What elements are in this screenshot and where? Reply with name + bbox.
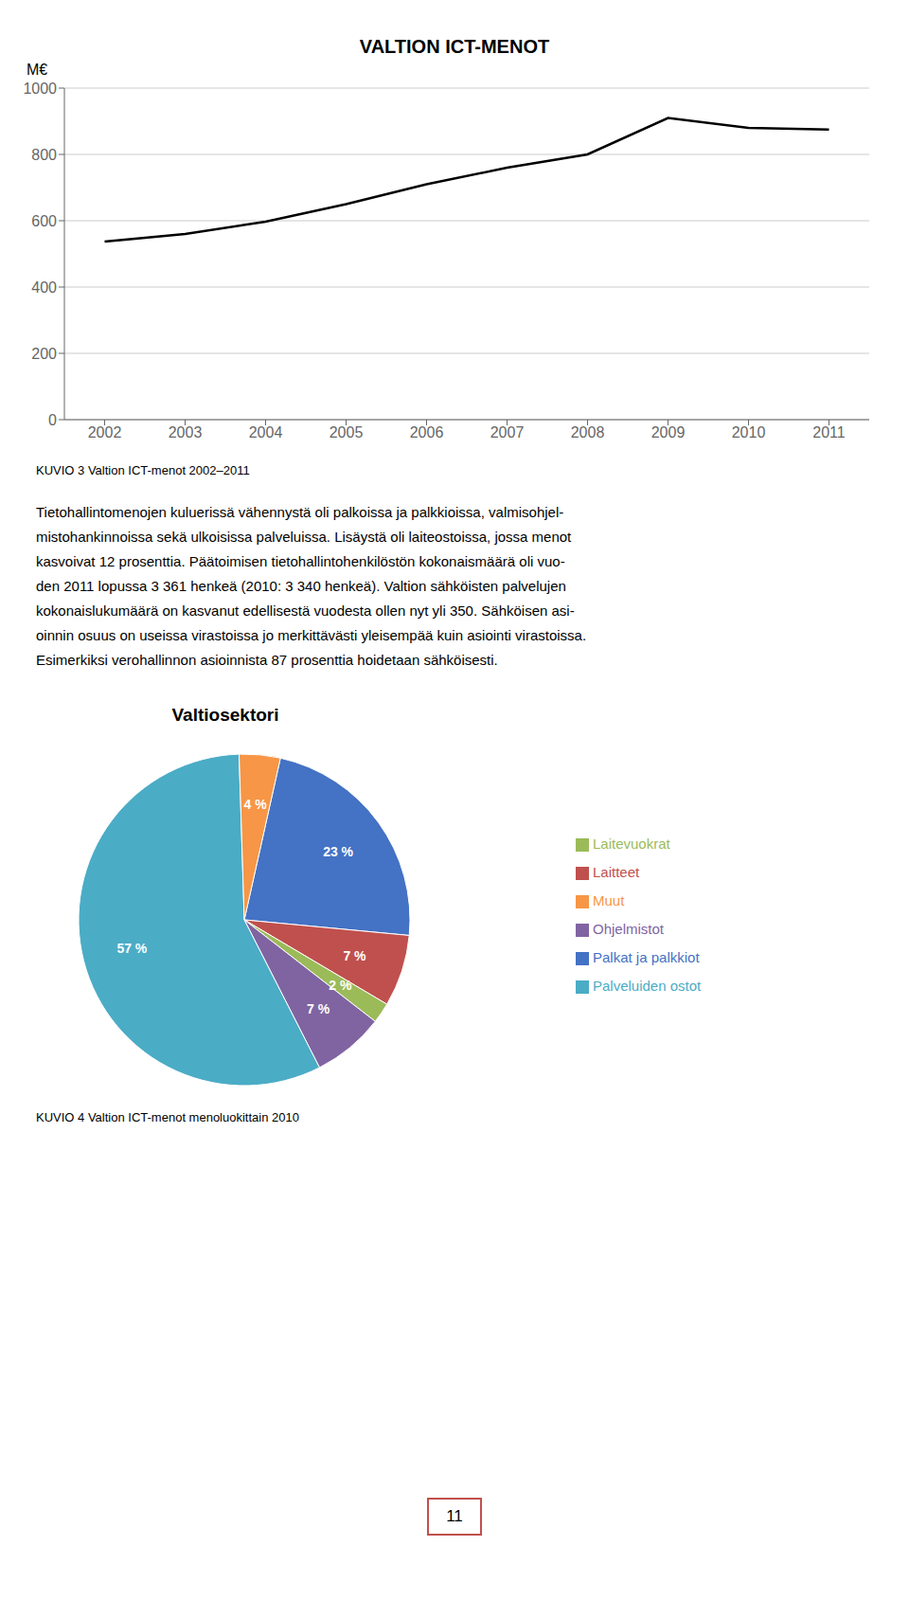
html-text:Esimerkiksi verohallinnon asio: Esimerkiksi verohallinnon asioinnista 87… [35, 651, 498, 668]
html-text:Ohjelmistot: Ohjelmistot [592, 920, 664, 937]
html-text:den 2011 lopussa 3 361 henkeä: den 2011 lopussa 3 361 henkeä (2010: 3 3… [35, 577, 567, 594]
svg-text:400: 400 [31, 279, 57, 296]
svg-text:7 %: 7 % [306, 1000, 331, 1016]
svg-text:600: 600 [31, 213, 57, 230]
html-text:KUVIO 4 Valtion ICT-menot meno: KUVIO 4 Valtion ICT-menot menoluokittain… [35, 1109, 300, 1124]
html-text:Laitteet: Laitteet [592, 863, 640, 880]
svg-text:200: 200 [31, 345, 57, 362]
svg-text:4 %: 4 % [243, 796, 268, 812]
svg-text:23 %: 23 % [322, 843, 354, 859]
svg-text:1000: 1000 [22, 80, 57, 97]
svg-text:2004: 2004 [249, 424, 284, 441]
html-text:11: 11 [446, 1506, 463, 1525]
html-text:Palkat ja palkkiot: Palkat ja palkkiot [592, 948, 700, 965]
svg-text:2010: 2010 [731, 424, 767, 441]
html-text:Laitevuokrat: Laitevuokrat [592, 835, 671, 852]
html-text:M€: M€ [26, 61, 48, 78]
svg-text:2011: 2011 [812, 424, 846, 441]
svg-text:2007: 2007 [490, 424, 525, 441]
svg-text:57 %: 57 % [116, 940, 147, 956]
html-text:Valtiosektori: Valtiosektori [171, 704, 279, 725]
html-text:VALTION ICT-MENOT: VALTION ICT-MENOT [359, 35, 550, 57]
html-text:kokonaislukumäärä on kasvanut: kokonaislukumäärä on kasvanut edellisest… [35, 602, 575, 619]
html-text:Muut: Muut [592, 891, 625, 909]
svg-text:2008: 2008 [570, 424, 606, 441]
html-text:oinnin osuus on useissa virast: oinnin osuus on useissa virastoissa jo m… [35, 626, 587, 643]
svg-text:2006: 2006 [409, 424, 445, 441]
html-text:Tietohallintomenojen kulueriss: Tietohallintomenojen kuluerissä vähennys… [35, 503, 564, 520]
html-text:KUVIO 3 Valtion ICT-menot 2002: KUVIO 3 Valtion ICT-menot 2002–2011 [35, 463, 250, 478]
svg-text:2003: 2003 [168, 424, 203, 441]
svg-text:800: 800 [31, 146, 57, 163]
svg-text:0: 0 [48, 411, 57, 428]
svg-text:2002: 2002 [88, 424, 123, 441]
html-text:kasvoivat 12 prosenttia. Pääto: kasvoivat 12 prosenttia. Päätoimisen tie… [35, 552, 566, 570]
html-text:mistohankinnoissa sekä ulkoisi: mistohankinnoissa sekä ulkoisissa palvel… [35, 528, 572, 545]
html-text:Palveluiden ostot: Palveluiden ostot [592, 977, 701, 994]
svg-text:7 %: 7 % [342, 947, 367, 963]
svg-text:2009: 2009 [651, 424, 686, 441]
svg-text:2005: 2005 [329, 424, 364, 441]
svg-text:2 %: 2 % [328, 977, 353, 993]
